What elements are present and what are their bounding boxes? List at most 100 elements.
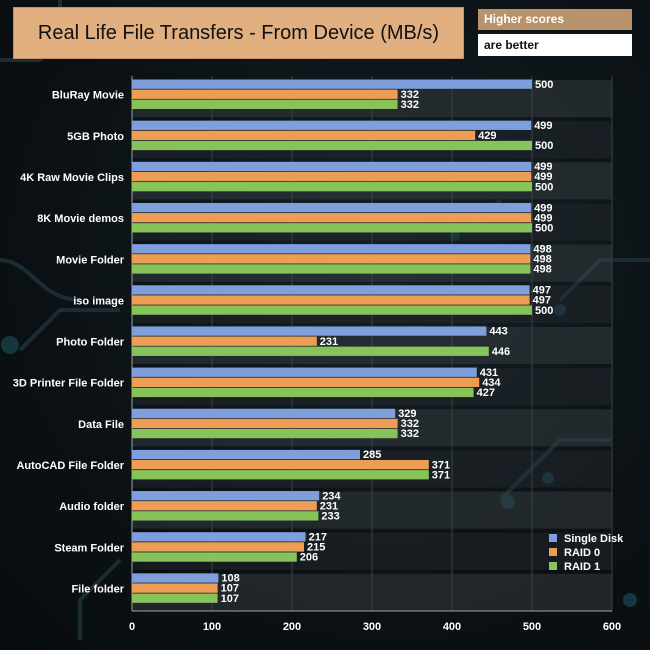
data-label: 498 bbox=[533, 264, 551, 276]
bar-raid-1 bbox=[132, 223, 532, 233]
bar-single-disk bbox=[132, 244, 531, 254]
x-tick-label: 200 bbox=[283, 621, 301, 633]
category-label: 3D Printer File Folder bbox=[13, 378, 125, 390]
data-label: 500 bbox=[535, 222, 553, 234]
data-label: 107 bbox=[221, 583, 239, 595]
legend-label: Single Disk bbox=[564, 533, 624, 545]
category-label: 4K Raw Movie Clips bbox=[20, 172, 124, 184]
data-label: 500 bbox=[535, 140, 553, 152]
category-label: Steam Folder bbox=[54, 542, 124, 554]
bar-raid-1 bbox=[132, 305, 532, 315]
data-label: 217 bbox=[309, 531, 327, 543]
data-label: 329 bbox=[398, 408, 416, 420]
category-label: iso image bbox=[73, 295, 124, 307]
bar-raid-0 bbox=[132, 459, 429, 470]
data-label: 499 bbox=[534, 171, 552, 183]
category-label: Movie Folder bbox=[56, 254, 125, 266]
bar-single-disk bbox=[132, 408, 396, 419]
data-label: 431 bbox=[480, 367, 498, 379]
data-label: 234 bbox=[322, 490, 341, 502]
data-label: 427 bbox=[477, 387, 495, 399]
data-label: 497 bbox=[533, 285, 551, 297]
bar-raid-1 bbox=[132, 140, 532, 151]
bar-single-disk bbox=[132, 532, 306, 542]
category-label: BluRay Movie bbox=[52, 90, 124, 102]
x-tick-label: 100 bbox=[203, 621, 221, 633]
x-tick-label: 300 bbox=[363, 621, 381, 633]
data-label: 231 bbox=[320, 500, 338, 512]
bar-single-disk bbox=[132, 161, 532, 172]
bar-single-disk bbox=[132, 326, 487, 336]
bar-raid-0 bbox=[132, 130, 476, 141]
data-label: 332 bbox=[401, 418, 419, 430]
category-label: Photo Folder bbox=[56, 337, 125, 349]
data-label: 107 bbox=[221, 593, 239, 605]
legend-swatch bbox=[549, 534, 557, 542]
x-tick-label: 0 bbox=[129, 621, 135, 633]
bar-single-disk bbox=[132, 202, 532, 213]
category-label: Data File bbox=[78, 419, 124, 431]
data-label: 443 bbox=[489, 326, 507, 338]
bar-single-disk bbox=[132, 285, 530, 295]
category-label: 5GB Photo bbox=[67, 131, 124, 143]
bar-single-disk bbox=[132, 449, 360, 460]
data-label: 429 bbox=[478, 130, 496, 142]
x-tick-label: 600 bbox=[603, 621, 621, 633]
bar-raid-1 bbox=[132, 346, 489, 356]
x-tick-label: 400 bbox=[443, 621, 461, 633]
bar-raid-0 bbox=[132, 418, 398, 429]
data-label: 371 bbox=[432, 459, 450, 471]
bar-raid-1 bbox=[132, 182, 532, 192]
bar-raid-1 bbox=[132, 593, 218, 603]
bar-raid-0 bbox=[132, 542, 304, 552]
data-label: 498 bbox=[533, 254, 551, 266]
data-label: 446 bbox=[492, 346, 510, 358]
data-label: 108 bbox=[221, 573, 239, 585]
category-label: Audio folder bbox=[59, 501, 124, 513]
bar-single-disk bbox=[132, 120, 532, 130]
bar-raid-0 bbox=[132, 295, 530, 305]
bar-raid-0 bbox=[132, 501, 317, 511]
data-label: 500 bbox=[535, 305, 553, 317]
chart-title: Real Life File Transfers - From Device (… bbox=[13, 7, 464, 59]
legend-label: RAID 0 bbox=[564, 547, 600, 559]
bar-raid-1 bbox=[132, 511, 319, 521]
note-higher-scores: Higher scores bbox=[478, 9, 632, 30]
bar-raid-1 bbox=[132, 428, 398, 439]
data-label: 499 bbox=[534, 212, 552, 224]
data-label: 499 bbox=[534, 202, 552, 214]
data-label: 500 bbox=[535, 79, 553, 91]
data-label: 206 bbox=[300, 552, 318, 564]
bar-raid-0 bbox=[132, 89, 398, 99]
data-label: 500 bbox=[535, 181, 553, 193]
data-label: 332 bbox=[401, 99, 419, 111]
category-label: File folder bbox=[71, 583, 124, 595]
data-label: 371 bbox=[432, 469, 450, 481]
bar-raid-1 bbox=[132, 552, 297, 562]
category-label: AutoCAD File Folder bbox=[16, 460, 124, 472]
bar-single-disk bbox=[132, 367, 477, 377]
data-label: 498 bbox=[533, 243, 551, 255]
data-label: 233 bbox=[321, 511, 339, 523]
bar-single-disk bbox=[132, 79, 532, 89]
bar-raid-1 bbox=[132, 264, 531, 274]
data-label: 332 bbox=[401, 428, 419, 440]
bar-raid-1 bbox=[132, 387, 474, 398]
bar-raid-0 bbox=[132, 583, 218, 593]
data-label: 215 bbox=[307, 542, 325, 554]
legend-label: RAID 1 bbox=[564, 561, 600, 573]
bar-raid-0 bbox=[132, 336, 317, 346]
bar-raid-0 bbox=[132, 213, 532, 223]
legend-swatch bbox=[549, 548, 557, 556]
bar-raid-1 bbox=[132, 470, 429, 480]
bar-raid-0 bbox=[132, 254, 531, 264]
bar-raid-0 bbox=[132, 377, 480, 387]
category-label: 8K Movie demos bbox=[37, 213, 124, 225]
bar-single-disk bbox=[132, 491, 320, 501]
data-label: 499 bbox=[534, 161, 552, 173]
data-label: 497 bbox=[533, 295, 551, 307]
x-tick-label: 500 bbox=[523, 621, 541, 633]
